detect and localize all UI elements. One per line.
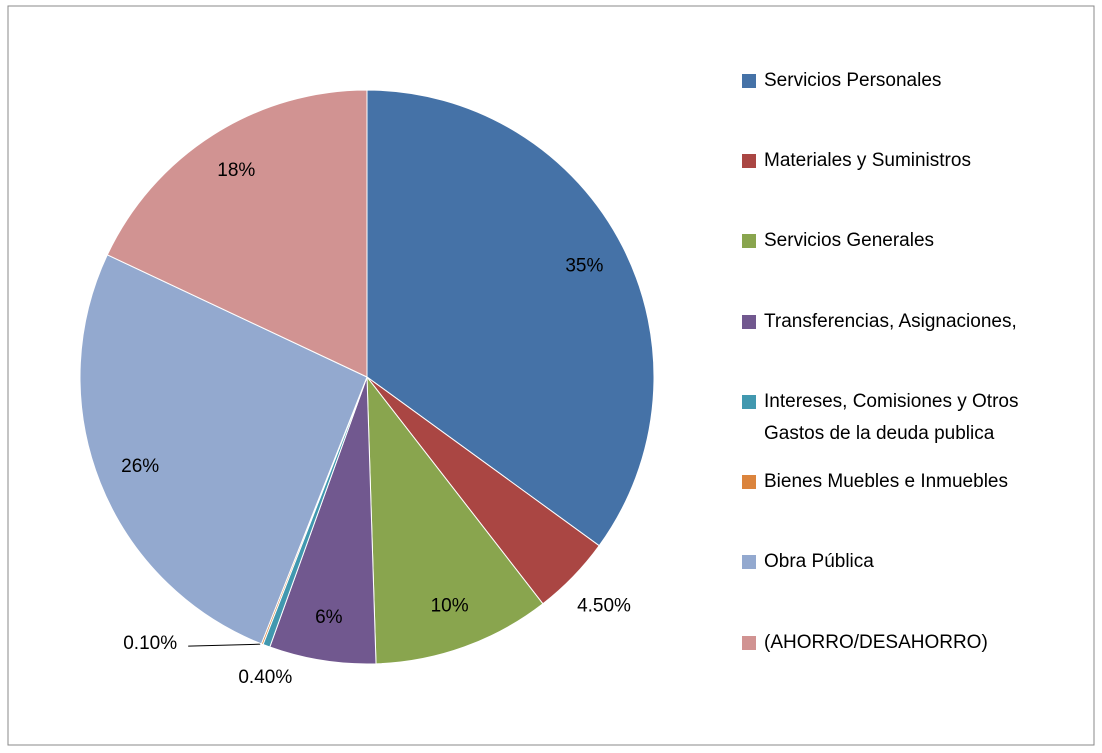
legend-swatch bbox=[742, 74, 756, 88]
legend-label: Servicios Generales bbox=[764, 230, 934, 251]
pie-slice bbox=[79, 254, 368, 645]
leader-line bbox=[188, 643, 261, 647]
legend-label: Bienes Muebles e Inmuebles bbox=[764, 471, 1008, 492]
data-label: 35% bbox=[565, 255, 603, 276]
legend-swatch bbox=[742, 315, 756, 329]
legend-label: Obra Pública bbox=[764, 551, 874, 572]
data-label: 6% bbox=[315, 607, 343, 628]
legend-swatch bbox=[742, 154, 756, 168]
legend-swatch bbox=[742, 555, 756, 569]
data-label: 0.40% bbox=[238, 667, 292, 688]
data-label: 26% bbox=[121, 456, 159, 477]
legend-label: Intereses, Comisiones y Otros Gastos de l… bbox=[764, 391, 1018, 444]
legend-label: Materiales y Suministros bbox=[764, 150, 971, 171]
data-label: 18% bbox=[217, 160, 255, 181]
legend-swatch bbox=[742, 234, 756, 248]
legend-label: Servicios Personales bbox=[764, 70, 941, 91]
legend-label: (AHORRO/DESAHORRO) bbox=[764, 632, 988, 653]
legend-swatch bbox=[742, 475, 756, 489]
data-label: 10% bbox=[431, 596, 469, 617]
legend-line: Intereses, Comisiones y Otros bbox=[764, 391, 1018, 412]
pie-slice bbox=[366, 375, 544, 665]
legend-swatch bbox=[742, 395, 756, 409]
legend-swatch bbox=[742, 636, 756, 650]
legend-line: Gastos de la deuda publica bbox=[764, 423, 995, 444]
pie-slice bbox=[106, 89, 368, 378]
data-label: 0.10% bbox=[123, 633, 177, 654]
legend-label: Transferencias, Asignaciones, bbox=[764, 311, 1017, 332]
pie-slice bbox=[366, 89, 655, 547]
data-label: 4.50% bbox=[577, 596, 631, 617]
